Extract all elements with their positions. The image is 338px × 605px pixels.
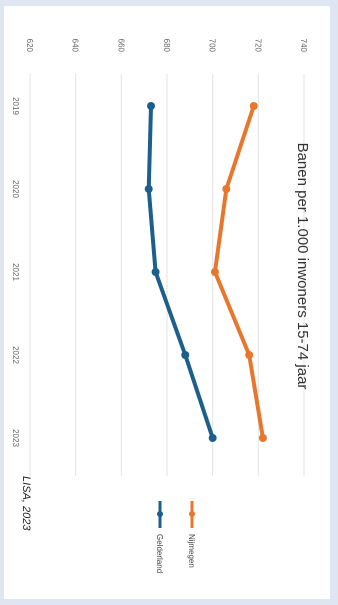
x-tick-label: 2023 bbox=[11, 429, 20, 447]
x-tick-label: 2020 bbox=[11, 180, 20, 198]
y-tick-label: 660 bbox=[116, 39, 125, 53]
chart-title: Banen per 1.000 inwoners 15-74 jaar bbox=[294, 143, 311, 390]
y-tick-label: 680 bbox=[162, 39, 171, 53]
data-point bbox=[181, 351, 190, 359]
data-point bbox=[147, 102, 156, 110]
data-point bbox=[222, 185, 231, 193]
x-tick-label: 2021 bbox=[11, 263, 20, 281]
data-point bbox=[249, 102, 258, 110]
y-tick-label: 620 bbox=[25, 39, 34, 53]
legend: Gelderland Nijmegen bbox=[155, 501, 196, 573]
line-chart: 620 640 660 680 700 720 740 201920202021202220… bbox=[11, 39, 311, 574]
y-tick-label: 700 bbox=[208, 39, 217, 53]
x-tick-label: 2022 bbox=[11, 346, 20, 364]
y-tick-label: 740 bbox=[299, 39, 308, 53]
series-lines bbox=[144, 102, 267, 442]
grid-lines bbox=[29, 74, 305, 476]
data-point bbox=[258, 434, 267, 442]
data-point bbox=[245, 351, 254, 359]
x-tick-label: 2019 bbox=[11, 97, 20, 115]
data-point bbox=[210, 268, 219, 276]
data-point bbox=[208, 434, 217, 442]
legend-marker bbox=[189, 511, 195, 517]
data-point bbox=[151, 268, 160, 276]
legend-label: Gelderland bbox=[155, 534, 164, 573]
y-tick-label: 640 bbox=[71, 39, 80, 53]
legend-label: Nijmegen bbox=[187, 534, 196, 568]
source-label: LISA, 2023 bbox=[20, 476, 32, 531]
data-point bbox=[144, 185, 153, 193]
x-tick-labels: 2019 2020 2021 2022 2023 bbox=[11, 97, 20, 447]
y-tick-label: 720 bbox=[253, 39, 262, 53]
chart-card: 620 640 660 680 700 720 740 2019 2020 2021 2022 20… bbox=[4, 6, 330, 599]
legend-marker bbox=[157, 511, 163, 517]
series-line bbox=[212, 105, 265, 439]
chart-rotated-frame: 620 640 660 680 700 720 740 2019 2020 2021 2022 20… bbox=[4, 6, 330, 599]
y-tick-labels: 620 640 660 680 700 720 740 bbox=[25, 39, 308, 53]
